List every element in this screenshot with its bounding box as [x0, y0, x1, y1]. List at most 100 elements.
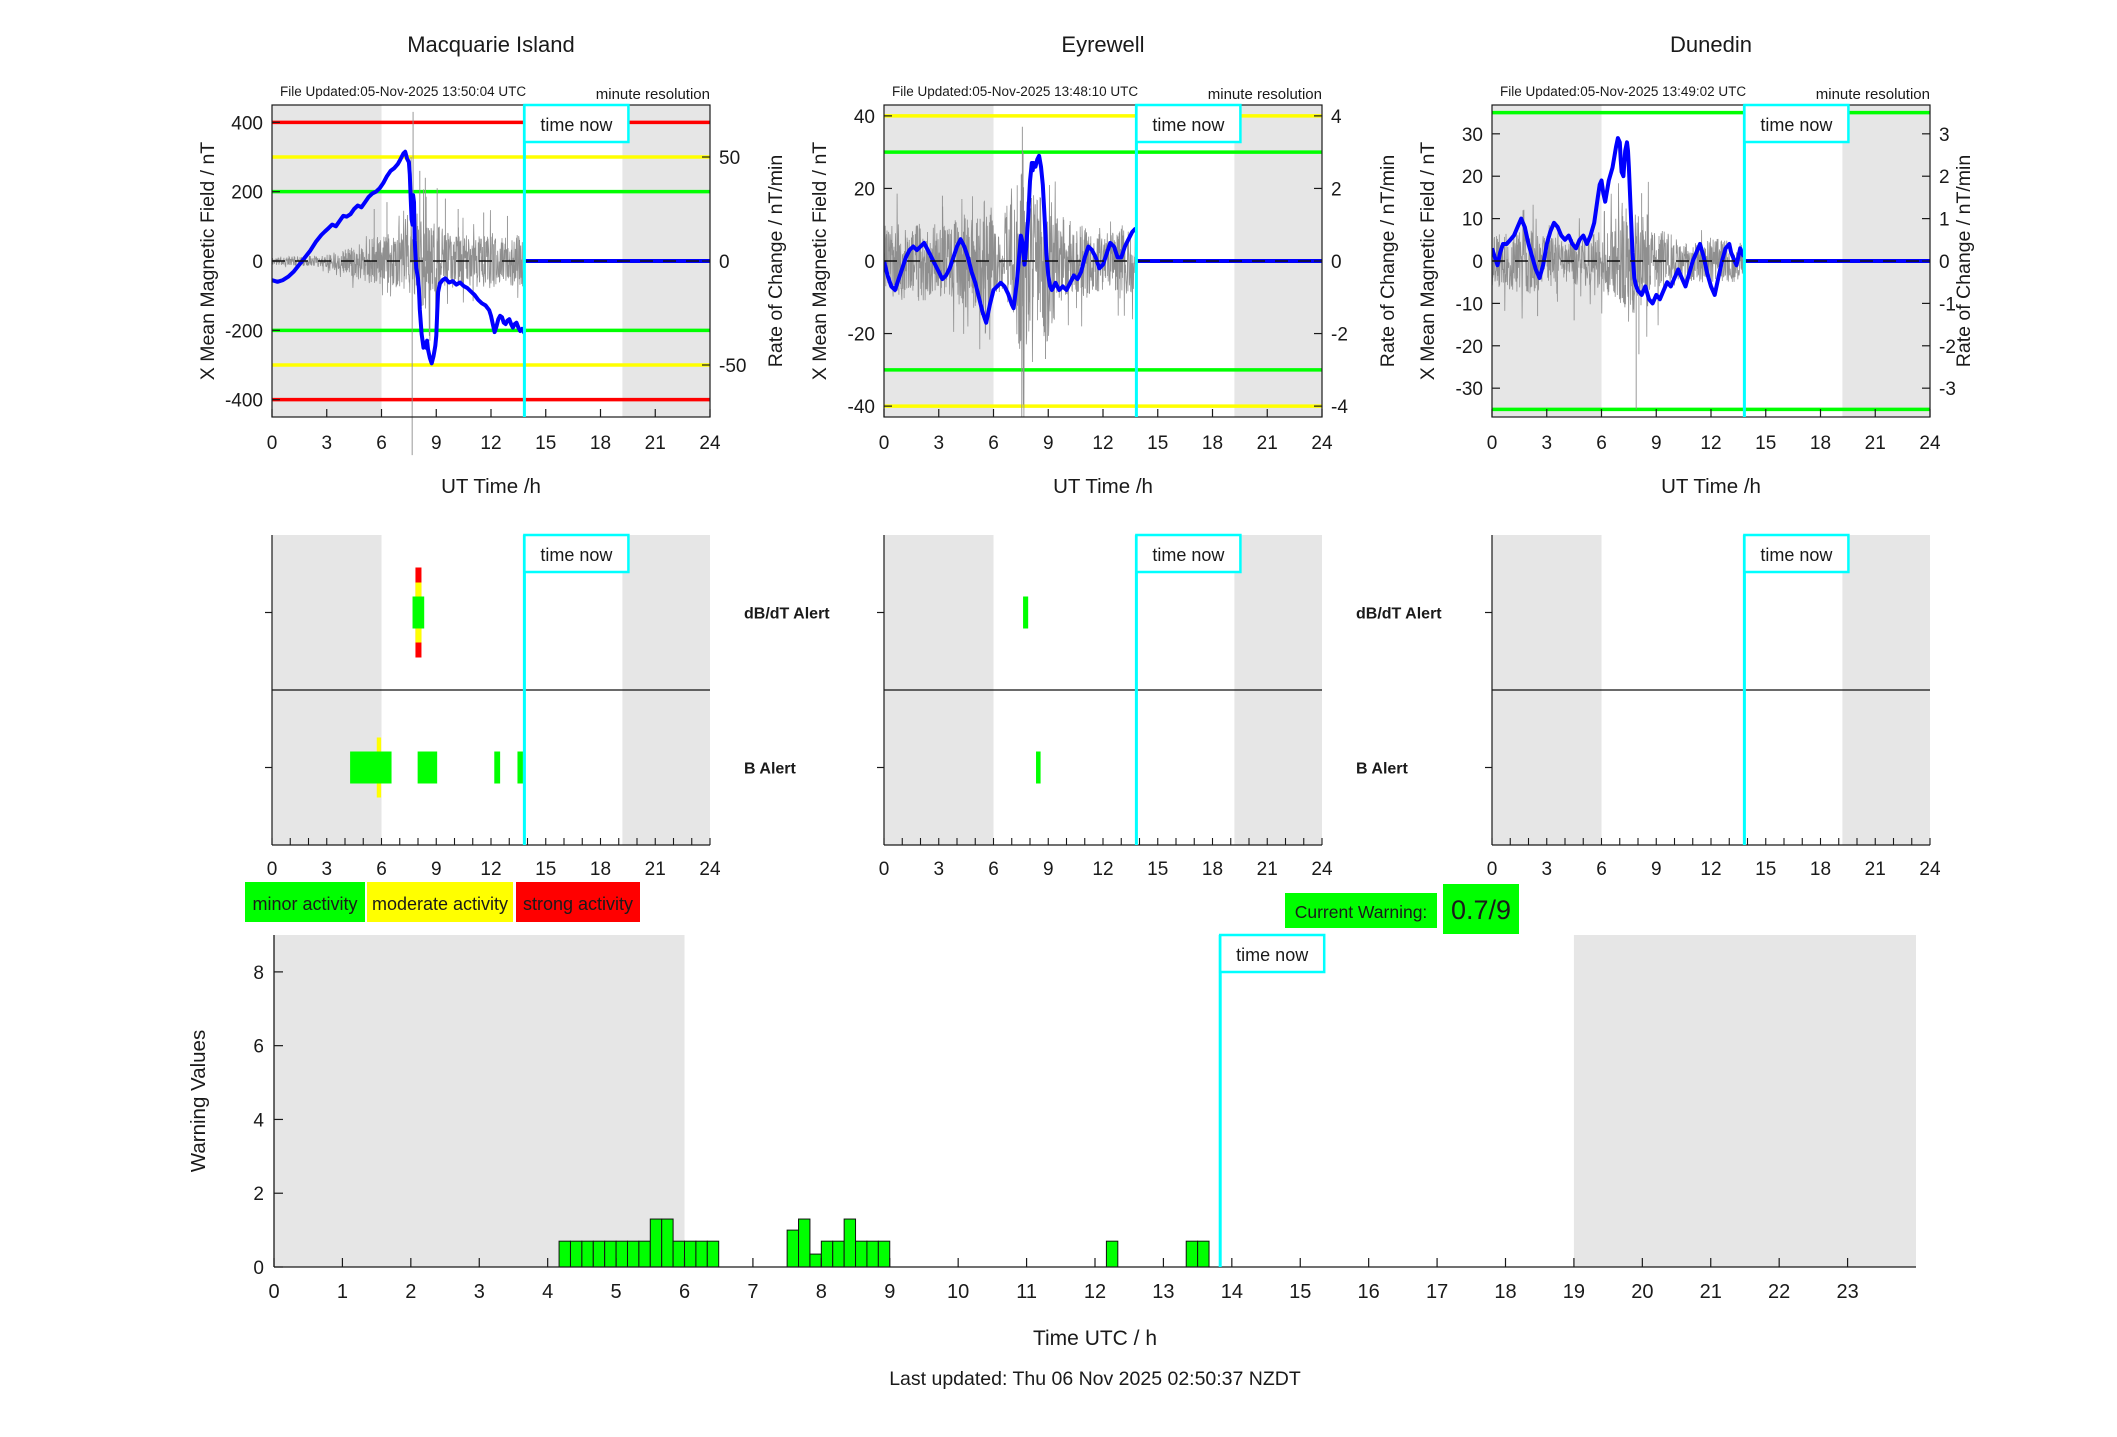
legend-label: minor activity [252, 894, 357, 914]
left-tick-label: -400 [225, 391, 263, 412]
x-tick-label: 6 [1596, 859, 1607, 880]
x-tick-label: 21 [1700, 1281, 1722, 1303]
x-tick-label: 9 [431, 859, 442, 880]
x-tick-label: 8 [816, 1281, 827, 1303]
left-axis-label: X Mean Magnetic Field / nT [1417, 142, 1439, 381]
left-tick-label: -20 [1456, 337, 1483, 358]
x-tick-label: 12 [480, 433, 501, 454]
warning-bar [1105, 1240, 1119, 1268]
x-tick-label: 7 [747, 1281, 758, 1303]
x-tick-label: 3 [1541, 433, 1552, 454]
x-tick-label: 24 [1919, 433, 1941, 454]
x-tick-label: 21 [1257, 433, 1278, 454]
x-tick-label: 14 [1221, 1281, 1243, 1303]
x-tick-label: 12 [1700, 859, 1721, 880]
left-tick-label: 20 [1462, 167, 1483, 188]
time-now-label: time now [1760, 545, 1833, 565]
x-tick-label: 21 [1257, 859, 1278, 880]
dbdt-alert-label: dB/dT Alert [1356, 606, 1442, 623]
x-tick-label: 12 [1084, 1281, 1106, 1303]
x-tick-label: 15 [1147, 433, 1168, 454]
x-tick-label: 12 [1092, 859, 1113, 880]
warning-bar [638, 1240, 651, 1268]
x-tick-label: 0 [267, 859, 278, 880]
x-tick-label: 2 [405, 1281, 416, 1303]
alert-bar-minor [1023, 596, 1029, 629]
warning-bar [569, 1240, 583, 1268]
warning-bar [1185, 1240, 1199, 1268]
time-now-box [523, 103, 630, 144]
left-axis-label: X Mean Magnetic Field / nT [809, 142, 831, 381]
warning-bar [855, 1240, 868, 1268]
warning-bar [695, 1240, 708, 1268]
station-plot-1 [883, 104, 1323, 418]
right-tick-label: -2 [1331, 325, 1348, 346]
time-now-label: time now [1760, 115, 1833, 135]
right-tick-label: 0 [1331, 252, 1342, 273]
rate-noise-line [272, 189, 525, 336]
left-tick-label: 0 [1472, 252, 1483, 273]
x-tick-label: 15 [535, 433, 556, 454]
x-tick-label: 10 [947, 1281, 969, 1303]
warning-bar [809, 1253, 822, 1268]
right-tick-label: 50 [719, 148, 740, 169]
x-tick-label: 18 [1810, 433, 1831, 454]
x-tick-label: 11 [1016, 1281, 1037, 1303]
x-axis-label: UT Time /h [1053, 475, 1153, 498]
minute-resolution-label: minute resolution [596, 86, 710, 103]
right-tick-label: 2 [1939, 167, 1950, 188]
warning-bar [581, 1240, 594, 1268]
x-tick-label: 3 [933, 433, 944, 454]
x-tick-label: 0 [1487, 859, 1498, 880]
warning-bar [832, 1240, 845, 1268]
dbdt-alert-label: dB/dT Alert [744, 606, 830, 623]
alert-bar-minor [350, 751, 392, 784]
left-tick-label: 0 [864, 252, 875, 273]
warning-bar [820, 1240, 834, 1268]
legend-swatch-2 [516, 882, 640, 922]
left-tick-label: 10 [1462, 210, 1483, 231]
x-tick-label: 15 [535, 859, 556, 880]
right-tick-label: -3 [1939, 379, 1956, 400]
legend-swatch-0 [245, 882, 365, 922]
x-tick-label: 20 [1631, 1281, 1653, 1303]
mean-field-line [272, 149, 527, 366]
time-now-box [1135, 103, 1242, 144]
x-tick-label: 12 [1092, 433, 1113, 454]
x-tick-label: 17 [1426, 1281, 1448, 1303]
warning-values-axis-label: Warning Values [187, 1030, 210, 1172]
warning-bar [1197, 1240, 1210, 1268]
y-tick-label: 2 [253, 1184, 264, 1205]
warning-bar [592, 1240, 606, 1268]
x-tick-label: 9 [1651, 433, 1662, 454]
warning-bar [626, 1240, 640, 1268]
right-axis-label: Rate of Change / nT/min [1953, 155, 1975, 367]
right-tick-label: 2 [1331, 179, 1342, 200]
current-warning-value: 0.7/9 [1451, 895, 1511, 925]
left-tick-label: 40 [854, 107, 875, 128]
x-tick-label: 18 [1202, 433, 1223, 454]
file-updated-label: File Updated:05-Nov-2025 13:48:10 UTC [892, 84, 1138, 99]
current-warning-label: Current Warning: [1295, 902, 1428, 922]
warning-bar [877, 1240, 891, 1268]
x-tick-label: 18 [1494, 1281, 1516, 1303]
x-tick-label: 4 [542, 1281, 553, 1303]
warning-bar [843, 1218, 857, 1268]
file-updated-label: File Updated:05-Nov-2025 13:50:04 UTC [280, 84, 526, 99]
left-tick-label: 20 [854, 179, 875, 200]
file-updated-label: File Updated:05-Nov-2025 13:49:02 UTC [1500, 84, 1746, 99]
x-tick-label: 5 [611, 1281, 622, 1303]
right-tick-label: 0 [1939, 252, 1950, 273]
time-now-box [523, 533, 630, 574]
time-now-label: time now [540, 545, 613, 565]
warning-bar [706, 1240, 720, 1268]
right-axis-label: Rate of Change / nT/min [765, 155, 787, 367]
x-tick-label: 15 [1755, 433, 1776, 454]
x-tick-label: 0 [268, 1281, 279, 1303]
right-tick-label: 1 [1939, 210, 1950, 231]
x-tick-label: 18 [590, 433, 611, 454]
y-tick-label: 0 [253, 1258, 264, 1279]
x-tick-label: 0 [267, 433, 278, 454]
x-tick-label: 0 [879, 859, 890, 880]
